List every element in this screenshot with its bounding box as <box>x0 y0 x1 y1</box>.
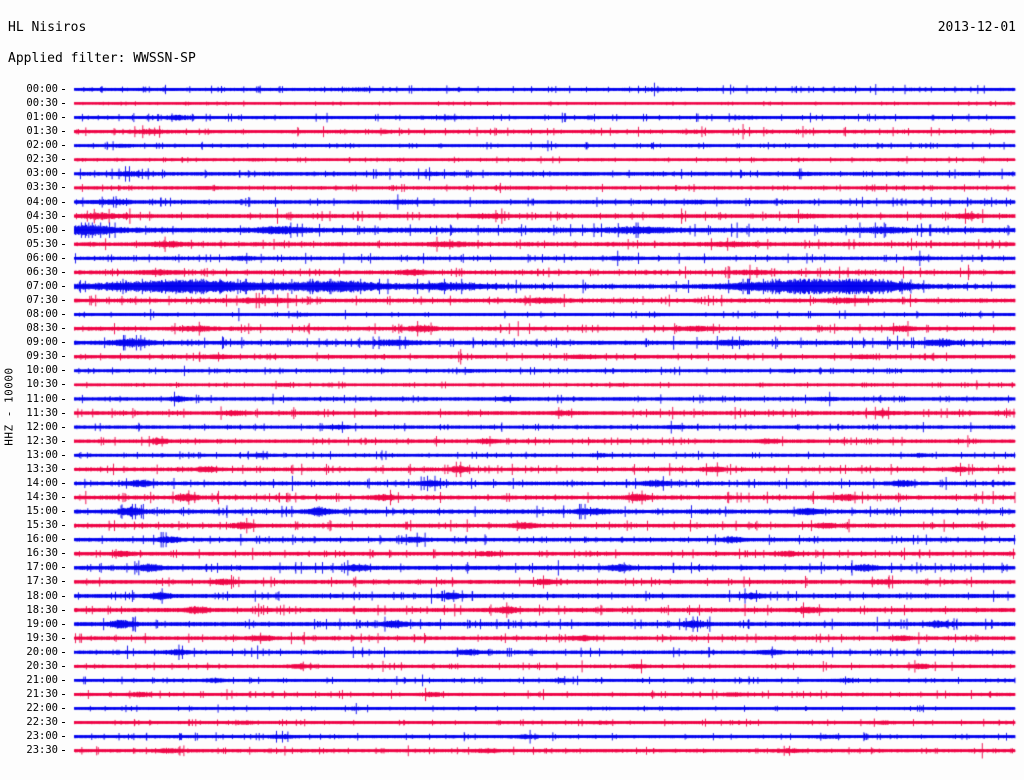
time-tick-label: 11:00 <box>26 392 58 405</box>
time-tick-mark <box>62 342 65 344</box>
time-tick-label: 14:30 <box>26 491 58 504</box>
time-tick-mark <box>62 567 65 569</box>
time-tick-label: 12:30 <box>26 434 58 447</box>
time-tick-label: 15:30 <box>26 519 58 532</box>
time-tick-mark <box>62 384 65 386</box>
time-tick-label: 00:00 <box>26 83 58 95</box>
time-tick-label: 20:30 <box>26 659 58 672</box>
time-tick-label: 03:30 <box>26 181 58 194</box>
time-tick-mark <box>62 257 65 259</box>
time-tick-label: 06:00 <box>26 251 58 264</box>
time-tick-mark <box>62 145 65 147</box>
time-tick-label: 19:00 <box>26 617 58 630</box>
time-tick-mark <box>62 651 65 653</box>
time-tick-label: 13:30 <box>26 462 58 475</box>
time-tick-mark <box>62 609 65 611</box>
time-tick-mark <box>62 595 65 597</box>
time-tick-mark <box>62 89 65 90</box>
time-tick-label: 23:30 <box>26 744 58 757</box>
time-tick-mark <box>62 131 65 133</box>
time-tick-label: 08:30 <box>26 322 58 335</box>
time-tick-mark <box>62 159 65 161</box>
time-tick-mark <box>62 525 65 527</box>
time-tick-mark <box>62 694 65 695</box>
time-tick-mark <box>62 553 65 555</box>
time-tick-mark <box>62 665 65 667</box>
time-tick-label: 07:30 <box>26 294 58 307</box>
time-tick-mark <box>62 708 65 710</box>
time-tick-mark <box>62 750 65 752</box>
time-tick-mark <box>62 412 65 414</box>
time-tick-mark <box>62 497 65 499</box>
time-tick-mark <box>62 539 65 541</box>
time-tick-label: 11:30 <box>26 406 58 419</box>
time-tick-mark <box>62 440 65 442</box>
time-tick-mark <box>62 271 65 273</box>
time-tick-mark <box>62 314 65 316</box>
time-tick-label: 19:30 <box>26 631 58 644</box>
time-tick-mark <box>62 623 65 625</box>
time-tick-label: 01:30 <box>26 125 58 138</box>
time-tick-mark <box>62 482 65 484</box>
time-tick-mark <box>62 285 65 287</box>
time-tick-mark <box>62 722 65 724</box>
time-tick-label: 02:30 <box>26 153 58 166</box>
time-tick-mark <box>62 187 65 189</box>
time-tick-mark <box>62 581 65 583</box>
time-tick-mark <box>62 468 65 470</box>
time-tick-mark <box>62 328 65 330</box>
time-tick-label: 10:00 <box>26 364 58 377</box>
time-tick-label: 10:30 <box>26 378 58 391</box>
time-tick-label: 18:30 <box>26 603 58 616</box>
time-tick-label: 18:00 <box>26 589 58 602</box>
time-tick-label: 13:00 <box>26 448 58 461</box>
time-tick-label: 08:00 <box>26 308 58 321</box>
time-tick-mark <box>62 637 65 639</box>
time-tick-mark <box>62 511 65 513</box>
time-tick-label: 17:30 <box>26 575 58 588</box>
time-tick-label: 07:00 <box>26 279 58 292</box>
time-tick-mark <box>62 426 65 428</box>
time-tick-mark <box>62 370 65 372</box>
time-tick-mark <box>62 736 65 738</box>
time-tick-mark <box>62 215 65 217</box>
time-tick-label: 23:00 <box>26 730 58 743</box>
time-tick-mark <box>62 117 65 119</box>
time-tick-label: 22:30 <box>26 716 58 729</box>
time-tick-mark <box>62 454 65 456</box>
time-tick-label: 06:30 <box>26 265 58 278</box>
time-tick-label: 15:00 <box>26 505 58 518</box>
time-tick-label: 09:30 <box>26 350 58 363</box>
time-tick-label: 04:30 <box>26 209 58 222</box>
time-tick-label: 14:00 <box>26 476 58 489</box>
time-tick-mark <box>62 201 65 203</box>
time-tick-label: 02:00 <box>26 139 58 152</box>
time-tick-label: 03:00 <box>26 167 58 180</box>
time-tick-mark <box>62 398 65 400</box>
time-tick-mark <box>62 173 65 175</box>
time-tick-label: 04:00 <box>26 195 58 208</box>
time-tick-label: 22:00 <box>26 702 58 715</box>
time-tick-label: 21:30 <box>26 688 58 700</box>
time-tick-label: 16:30 <box>26 547 58 560</box>
time-tick-mark <box>62 103 65 105</box>
time-tick-label: 12:00 <box>26 420 58 433</box>
time-tick-label: 16:00 <box>26 533 58 546</box>
time-tick-mark <box>62 356 65 358</box>
time-tick-mark <box>62 679 65 681</box>
time-tick-label: 20:00 <box>26 645 58 658</box>
time-tick-label: 01:00 <box>26 111 58 124</box>
time-tick-mark <box>62 229 65 231</box>
time-tick-label: 09:00 <box>26 336 58 349</box>
time-tick-label: 21:00 <box>26 673 58 686</box>
time-tick-mark <box>62 243 65 245</box>
time-tick-label: 17:00 <box>26 561 58 574</box>
time-tick-label: 00:30 <box>26 97 58 110</box>
time-tick-label: 05:00 <box>26 223 58 236</box>
time-tick-mark <box>62 300 65 302</box>
time-tick-label: 05:30 <box>26 237 58 250</box>
